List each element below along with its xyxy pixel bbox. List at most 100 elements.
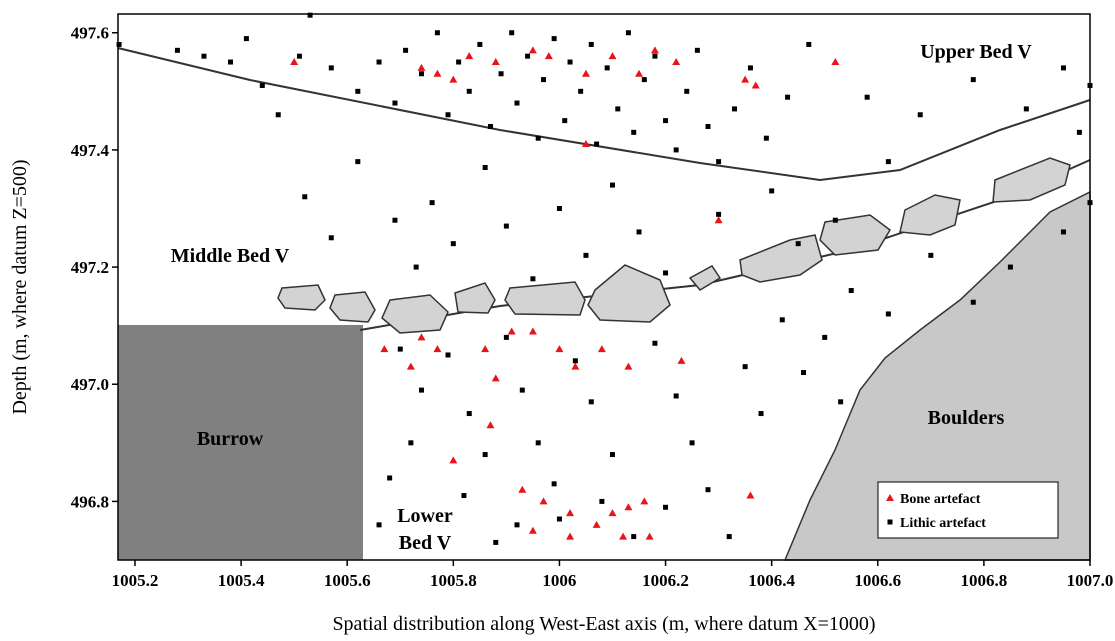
lithic-point xyxy=(174,47,180,53)
stones xyxy=(277,157,1071,334)
bone-point xyxy=(486,421,495,429)
lithic-point xyxy=(477,41,483,47)
bone-point xyxy=(597,345,606,353)
lithic-point xyxy=(450,241,456,247)
x-tick-label: 1005.8 xyxy=(430,571,477,590)
lithic-point xyxy=(885,159,891,165)
lithic-point xyxy=(1023,106,1029,112)
y-tick-label: 497.4 xyxy=(71,141,110,160)
lithic-point xyxy=(466,411,472,417)
legend-marker xyxy=(886,494,894,501)
stone xyxy=(688,265,722,291)
lithic-point xyxy=(461,493,467,499)
bone-point xyxy=(417,333,426,341)
lithic-point xyxy=(355,159,361,165)
lithic-point xyxy=(466,88,472,94)
bed-boundary xyxy=(117,47,1091,182)
bone-point xyxy=(624,503,633,511)
annotation: Boulders xyxy=(928,407,1005,429)
bone-point xyxy=(481,345,490,353)
lithic-point xyxy=(525,53,531,59)
lithic-point xyxy=(413,264,419,270)
lithic-point xyxy=(795,241,801,247)
stone xyxy=(739,234,823,283)
lithic-point xyxy=(116,41,122,47)
lithic-point xyxy=(1007,264,1013,270)
legend-marker xyxy=(887,519,893,525)
lithic-point xyxy=(594,141,600,147)
lithic-point xyxy=(434,30,440,36)
lithic-point xyxy=(509,30,515,36)
stone xyxy=(587,264,671,323)
lithic-point xyxy=(1060,65,1066,71)
lithic-point xyxy=(551,481,557,487)
lithic-point xyxy=(864,94,870,100)
lithic-point xyxy=(838,399,844,405)
lithic-point xyxy=(631,534,637,540)
lithic-point xyxy=(636,229,642,235)
burrow-region xyxy=(118,325,363,560)
lithic-point xyxy=(355,88,361,94)
annotation: Upper Bed V xyxy=(920,41,1032,63)
lithic-point xyxy=(726,534,732,540)
lithic-point xyxy=(445,112,451,118)
lithic-point xyxy=(716,159,722,165)
bone-point xyxy=(465,52,474,60)
bone-point xyxy=(417,63,426,71)
bone-point xyxy=(650,46,659,54)
bone-point xyxy=(566,509,575,517)
lithic-point xyxy=(397,346,403,352)
lithic-point xyxy=(275,112,281,118)
bone-point xyxy=(571,362,580,370)
lithic-point xyxy=(705,487,711,493)
bone-point xyxy=(741,75,750,83)
lithic-point xyxy=(822,334,828,340)
lithic-point xyxy=(917,112,923,118)
bone-point xyxy=(645,532,654,540)
lithic-point xyxy=(567,59,573,65)
y-tick-label: 497.0 xyxy=(71,375,109,394)
x-axis-label: Spatial distribution along West-East axi… xyxy=(332,613,875,635)
lithic-point xyxy=(418,71,424,77)
bone-point xyxy=(380,345,389,353)
lithic-point xyxy=(392,100,398,106)
lithic-point xyxy=(302,194,308,200)
lithic-point xyxy=(541,77,547,83)
lithic-point xyxy=(848,288,854,294)
lithic-point xyxy=(673,393,679,399)
annotation: Lower xyxy=(397,505,453,527)
lithic-point xyxy=(673,147,679,153)
bone-point xyxy=(433,69,442,77)
lithic-point xyxy=(376,59,382,65)
lithic-point xyxy=(705,123,711,129)
legend-label: Bone artefact xyxy=(900,492,981,507)
stone xyxy=(381,294,449,334)
y-tick-label: 497.6 xyxy=(71,24,109,43)
lithic-point xyxy=(641,77,647,83)
lithic-point xyxy=(519,387,525,393)
lithic-point xyxy=(652,53,658,59)
lithic-point xyxy=(763,135,769,141)
lithic-point xyxy=(307,12,313,18)
lithic-point xyxy=(609,182,615,188)
lithic-point xyxy=(732,106,738,112)
lithic-point xyxy=(535,440,541,446)
lithic-point xyxy=(418,387,424,393)
x-tick-label: 1006.4 xyxy=(748,571,795,590)
bone-point xyxy=(608,52,617,60)
lithic-point xyxy=(599,498,605,504)
lithic-point xyxy=(742,364,748,370)
bone-point xyxy=(581,140,590,148)
lithic-point xyxy=(663,504,669,510)
bone-point xyxy=(640,497,649,505)
lithic-point xyxy=(1060,229,1066,235)
lithic-point xyxy=(201,53,207,59)
lithic-point xyxy=(503,223,509,229)
bone-point xyxy=(672,58,681,66)
bone-point xyxy=(592,520,601,528)
lithic-point xyxy=(482,164,488,170)
annotation: Burrow xyxy=(197,428,264,450)
lithic-point xyxy=(530,276,536,282)
lithic-point xyxy=(583,252,589,258)
